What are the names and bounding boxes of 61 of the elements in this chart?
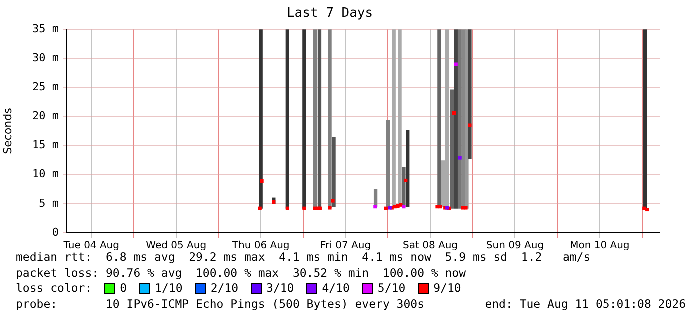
point	[258, 206, 262, 210]
bar	[259, 30, 263, 209]
legend-label: 2/10	[210, 281, 239, 296]
point	[402, 205, 406, 209]
point	[468, 124, 472, 128]
y-axis-title: Seconds	[1, 108, 14, 154]
bar	[402, 167, 406, 208]
point	[464, 206, 468, 210]
bar	[468, 30, 472, 160]
bar	[318, 30, 322, 209]
point	[328, 206, 332, 210]
legend-label: 0	[120, 281, 128, 296]
point	[399, 203, 403, 207]
bar	[446, 30, 450, 208]
legend-label: 9/10	[434, 281, 462, 296]
point	[260, 180, 264, 184]
bar	[458, 30, 462, 209]
point	[458, 156, 462, 160]
y-tick-label: 10 m	[32, 168, 60, 181]
bar	[332, 137, 336, 208]
point	[461, 206, 465, 210]
point	[646, 208, 650, 212]
point	[454, 62, 458, 66]
bar	[643, 30, 648, 209]
bar	[406, 130, 410, 208]
bar	[328, 30, 332, 208]
point	[272, 200, 276, 204]
point	[438, 205, 442, 209]
bar	[302, 30, 306, 209]
point	[404, 178, 408, 182]
y-tick-label: 35 m	[32, 22, 60, 36]
bar	[386, 120, 390, 209]
y-tick-label: 20 m	[32, 110, 60, 123]
y-tick-label: 0	[52, 226, 59, 239]
bar	[392, 30, 396, 208]
legend-label: 4/10	[322, 281, 350, 296]
y-tick-label: 30 m	[32, 52, 60, 65]
text: median rtt: 6.8 ms avg 29.2 ms max 4.1 ms min 4.1 ms now 5.9 ms sd 1.2 am/s	[16, 250, 592, 266]
point	[384, 206, 388, 210]
bar	[450, 90, 454, 209]
legend-label: 1/10	[155, 281, 183, 296]
bar	[313, 30, 318, 209]
chart-title: Last 7 Days	[286, 6, 374, 22]
point	[286, 206, 290, 210]
y-tick-label: 15 m	[32, 138, 60, 152]
bar	[398, 30, 402, 208]
y-tick-label: 5 m	[39, 196, 60, 210]
legend-label: 3/10	[266, 281, 294, 296]
y-tick-label: 25 m	[32, 80, 60, 94]
point	[302, 206, 306, 210]
legend-title: loss color:	[16, 281, 92, 296]
point	[452, 112, 456, 116]
text: end: Tue Aug 11 05:01:08 2026	[485, 296, 686, 312]
text: packet loss: 90.76 % avg 100.00 % max 30.52 % min 100.00 % now	[16, 266, 468, 281]
text: probe: 10 IPv6-ICMP Echo Pings (500 Bytes) every 300s	[16, 296, 424, 312]
bar	[454, 30, 458, 209]
legend-label: 5/10	[378, 281, 406, 296]
bar	[286, 30, 290, 209]
point	[331, 199, 335, 203]
point	[374, 205, 378, 209]
bar	[438, 30, 442, 208]
